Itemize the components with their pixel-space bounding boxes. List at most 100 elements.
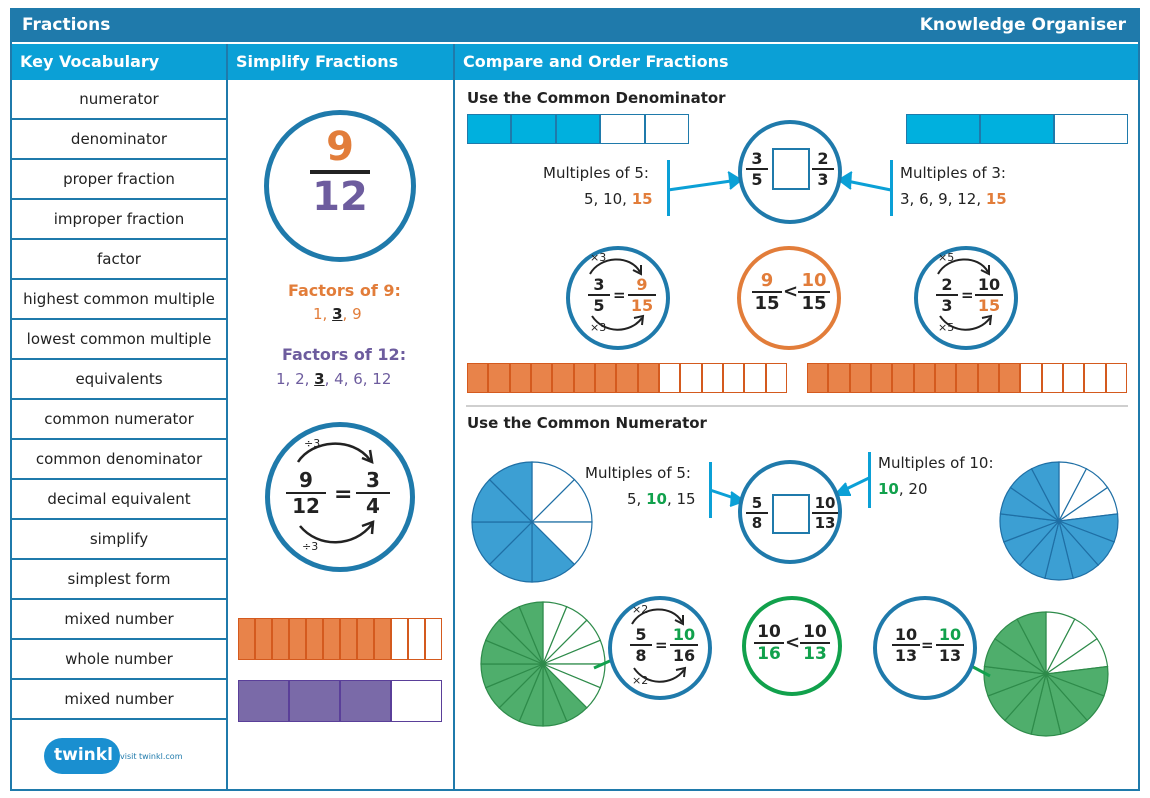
bar-segment [1020, 363, 1042, 393]
bar-segment [765, 363, 787, 393]
multiples-5-label: Multiples of 5: [543, 164, 649, 182]
vocab-item: lowest common multiple [12, 320, 226, 360]
bar-segment [408, 618, 425, 660]
bar-segment [1054, 114, 1128, 144]
bar-segment [637, 363, 659, 393]
bar-segment [892, 363, 914, 393]
bar-segment [238, 680, 289, 722]
logo-text: twinkl [54, 745, 113, 765]
bar-segment [289, 618, 306, 660]
multiples-5-values: 5, 10, 15 [584, 190, 653, 208]
vocab-item: equivalents [12, 360, 226, 400]
bar-segment [272, 618, 289, 660]
bar-segment [374, 618, 391, 660]
bar-segment [552, 363, 574, 393]
factors-9-label: Factors of 9: [288, 281, 401, 300]
comparison-result-circle [737, 246, 841, 350]
bar-segment [340, 680, 391, 722]
bar-segment [644, 114, 689, 144]
equals-sign: = [613, 286, 626, 304]
less-than-sign: < [785, 632, 801, 653]
denominator-connector-arrows [667, 171, 892, 192]
bar-segment [977, 363, 999, 393]
bar-segment [531, 363, 553, 393]
vocab-item: denominator [12, 120, 226, 160]
vocab-item: mixed number [12, 600, 226, 640]
bar-segment [906, 114, 980, 144]
fifteenths-bar [467, 363, 787, 393]
bar-segment [289, 680, 340, 722]
simplify-equation-circle [265, 422, 415, 572]
equals-sign: = [334, 482, 353, 507]
fraction-left: 9 12 [286, 468, 326, 518]
simplify-fraction-circle [264, 110, 416, 262]
fraction-right: 10 16 [670, 625, 698, 665]
vocab-item: improper fraction [12, 200, 226, 240]
equivalence-circle [914, 246, 1018, 350]
bar-segment [871, 363, 893, 393]
bar-segment [1063, 363, 1085, 393]
bar-segment [999, 363, 1021, 393]
vocab-item: simplest form [12, 560, 226, 600]
section-divider [466, 405, 1128, 407]
comparison-box [772, 148, 810, 190]
bar-segment [659, 363, 681, 393]
pie-slice [1030, 461, 1060, 522]
bar-segment [849, 363, 871, 393]
vocab-item: common denominator [12, 440, 226, 480]
vocab-item: whole number [12, 640, 226, 680]
bar-segment [744, 363, 766, 393]
equals-sign: = [921, 636, 934, 654]
divide-label-top: ÷3 [304, 437, 321, 450]
multiply-label-top: ×3 [590, 251, 607, 264]
fraction-left: 10 13 [892, 625, 920, 665]
factors-12-values: 1, 2, 3, 4, 6, 12 [276, 370, 392, 388]
bar-segment [340, 618, 357, 660]
multiply-label-bottom: ×5 [938, 321, 955, 334]
thirds-bar [906, 114, 1128, 144]
bar-segment [555, 114, 601, 144]
bar-segment [467, 363, 489, 393]
bar-segment [357, 618, 374, 660]
fraction-left: 9 15 [752, 270, 782, 314]
bar-segment [828, 363, 850, 393]
fraction-right: 10 15 [798, 270, 830, 314]
simplify-big-fraction: 9 12 [310, 124, 370, 220]
thirteenths-pie [983, 611, 1109, 737]
equals-sign: = [961, 286, 974, 304]
divide-label-bottom: ÷3 [302, 540, 319, 553]
vocab-item: highest common multiple [12, 280, 226, 320]
equivalence-circle [566, 246, 670, 350]
multiply-arrows [631, 608, 687, 683]
pie-slice [518, 601, 544, 665]
multiply-arrows [589, 258, 645, 331]
thirteenths-pie [999, 461, 1119, 581]
bar-segment [723, 363, 745, 393]
less-than-sign: < [783, 281, 799, 302]
multiples-5-values: 5, 10, 15 [627, 490, 696, 508]
multiply-label-top: ×5 [938, 251, 955, 264]
multiply-label-top: ×2 [632, 603, 649, 616]
bar-segment [701, 363, 723, 393]
multiples-10-label: Multiples of 10: [878, 454, 994, 472]
vocab-item: simplify [12, 520, 226, 560]
numerator: 9 [326, 124, 354, 170]
bracket-marker [868, 452, 871, 508]
fraction-left: 10 16 [754, 622, 784, 664]
bar-segment [255, 618, 272, 660]
fifteenths-bar [807, 363, 1127, 393]
fraction-right: 10 13 [812, 494, 838, 532]
vocab-item: decimal equivalent [12, 480, 226, 520]
bar-segment [1041, 363, 1063, 393]
footer-site: visit twinkl.com [120, 752, 183, 761]
sixteenths-pie [480, 601, 606, 727]
vocab-item: mixed number [12, 680, 226, 720]
bar-segment [509, 363, 531, 393]
simplify-header: Simplify Fractions [228, 44, 453, 80]
